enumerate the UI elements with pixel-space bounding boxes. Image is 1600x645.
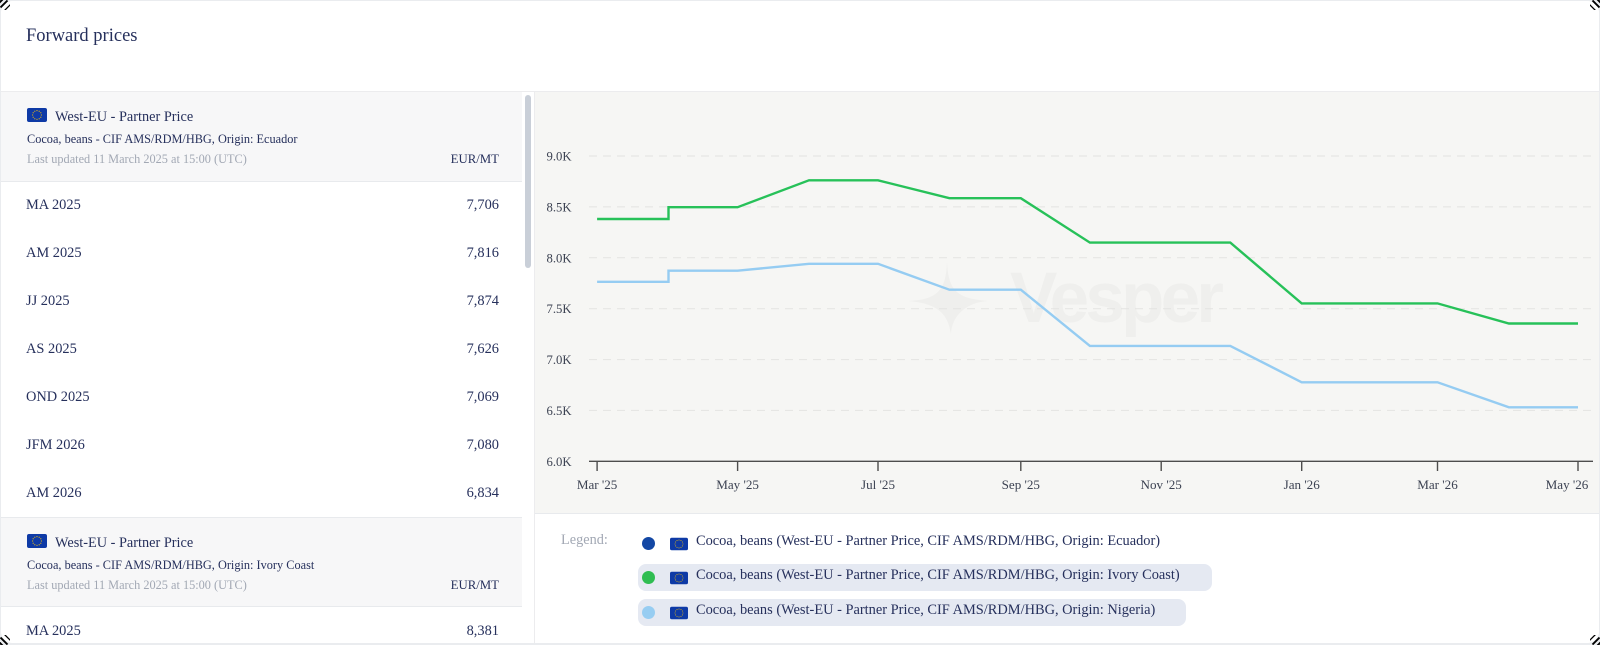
svg-text:Mar '25: Mar '25 xyxy=(577,477,618,492)
svg-text:9.0K: 9.0K xyxy=(546,150,572,164)
svg-text:6.0K: 6.0K xyxy=(546,455,572,469)
svg-text:Vesper: Vesper xyxy=(1010,259,1223,338)
svg-text:8.0K: 8.0K xyxy=(546,251,572,265)
svg-text:Sep '25: Sep '25 xyxy=(1002,477,1041,492)
svg-text:Mar '26: Mar '26 xyxy=(1417,477,1458,492)
svg-text:Jan '26: Jan '26 xyxy=(1284,477,1321,492)
svg-text:Nov '25: Nov '25 xyxy=(1141,477,1183,492)
svg-text:8.5K: 8.5K xyxy=(546,200,572,214)
svg-text:Jul '25: Jul '25 xyxy=(861,477,895,492)
svg-text:7.0K: 7.0K xyxy=(546,353,572,367)
svg-text:May '26: May '26 xyxy=(1546,477,1589,492)
svg-text:May '25: May '25 xyxy=(716,477,759,492)
svg-text:6.5K: 6.5K xyxy=(546,404,572,418)
svg-text:7.5K: 7.5K xyxy=(546,302,572,316)
